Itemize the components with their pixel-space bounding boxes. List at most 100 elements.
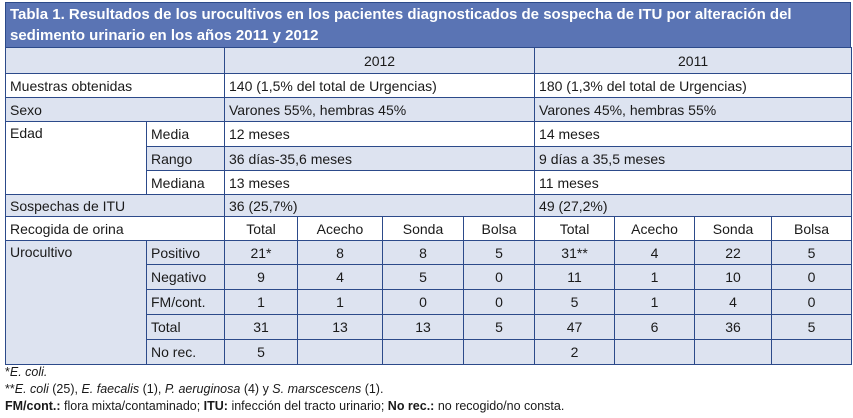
table-row: No rec. 5 2 bbox=[6, 339, 853, 365]
count: (1). bbox=[361, 382, 384, 396]
table-row: FM/cont. 1 1 0 0 5 1 4 0 bbox=[6, 289, 853, 315]
species: P. aeruginosa bbox=[164, 382, 241, 396]
cell bbox=[297, 339, 383, 365]
abbr: ITU: bbox=[203, 399, 228, 413]
footnote-mark: ** bbox=[5, 382, 15, 396]
cell: 4 bbox=[297, 264, 383, 290]
cell: 5 bbox=[771, 240, 853, 265]
cell: 21* bbox=[224, 240, 298, 265]
abbr: FM/cont.: bbox=[5, 399, 61, 413]
cell: 0 bbox=[771, 264, 853, 290]
header-2011: 2011 bbox=[534, 47, 853, 74]
header-empty bbox=[5, 47, 225, 74]
abbr-def: no recogido/no consta. bbox=[434, 399, 565, 413]
header-row: 2012 2011 bbox=[5, 47, 853, 74]
table-row: Sospechas de ITU 36 (25,7%) 49 (27,2%) bbox=[5, 194, 853, 217]
cell: 36 días-35,6 meses bbox=[223, 146, 536, 171]
row-label: Edad bbox=[5, 121, 147, 195]
cell: 31** bbox=[534, 240, 616, 265]
cell: 0 bbox=[771, 289, 853, 315]
cell bbox=[771, 339, 853, 365]
header-2012: 2012 bbox=[223, 47, 536, 74]
cell: 14 meses bbox=[534, 121, 853, 147]
cell: 13 bbox=[382, 314, 464, 340]
cell: Varones 55%, hembras 45% bbox=[223, 97, 536, 122]
cell: 36 (25,7%) bbox=[223, 194, 536, 217]
col-header: Total bbox=[224, 216, 298, 241]
cell: 0 bbox=[462, 289, 536, 315]
sub-label: Media bbox=[146, 121, 225, 147]
sub-label: Positivo bbox=[146, 240, 225, 265]
cell: 8 bbox=[297, 240, 383, 265]
table-row: Edad Media 12 meses 14 meses bbox=[5, 121, 853, 195]
cell: 5 bbox=[771, 314, 853, 340]
cell: 0 bbox=[462, 264, 536, 290]
cell: 180 (1,3% del total de Urgencias) bbox=[534, 73, 853, 98]
cell: 12 meses bbox=[223, 121, 536, 147]
cell: 5 bbox=[224, 339, 298, 365]
count: (4) y bbox=[240, 382, 273, 396]
col-header: Acecho bbox=[614, 216, 696, 241]
col-header: Sonda bbox=[694, 216, 773, 241]
cell: 36 bbox=[694, 314, 773, 340]
cell bbox=[462, 339, 536, 365]
sub-label: Mediana bbox=[146, 170, 225, 195]
cell: 13 meses bbox=[223, 170, 536, 195]
table-row: Negativo 9 4 5 0 11 1 10 0 bbox=[6, 264, 853, 290]
table-row: Mediana 13 meses 11 meses bbox=[6, 170, 853, 195]
cell: 22 bbox=[694, 240, 773, 265]
sub-label: Total bbox=[146, 314, 225, 340]
cell: Varones 45%, hembras 55% bbox=[534, 97, 853, 122]
cell: 1 bbox=[614, 264, 696, 290]
cell: 4 bbox=[694, 289, 773, 315]
cell: 8 bbox=[382, 240, 464, 265]
cell: 11 meses bbox=[534, 170, 853, 195]
species: E. faecalis bbox=[81, 382, 140, 396]
results-table-container: Tabla 1. Resultados de los urocultivos e… bbox=[5, 2, 853, 365]
row-label: Sexo bbox=[5, 97, 225, 122]
row-label: Sospechas de ITU bbox=[5, 194, 225, 217]
cell: 5 bbox=[462, 240, 536, 265]
sub-label: Rango bbox=[146, 146, 225, 171]
cell bbox=[694, 339, 773, 365]
cell: 31 bbox=[224, 314, 298, 340]
footnote-mark: * bbox=[5, 365, 10, 379]
table-row: Sexo Varones 55%, hembras 45% Varones 45… bbox=[5, 97, 853, 122]
sub-label: FM/cont. bbox=[146, 289, 225, 315]
species: E. coli bbox=[14, 382, 49, 396]
cell: 6 bbox=[614, 314, 696, 340]
cell: 140 (1,5% del total de Urgencias) bbox=[223, 73, 536, 98]
abbr-def: infección del tracto urinario; bbox=[227, 399, 388, 413]
cell: 1 bbox=[297, 289, 383, 315]
sub-label: Negativo bbox=[146, 264, 225, 290]
sub-label: No rec. bbox=[146, 339, 225, 365]
cell bbox=[614, 339, 696, 365]
count: (1), bbox=[139, 382, 165, 396]
abbr: No rec.: bbox=[387, 399, 435, 413]
results-table: 2012 2011 Muestras obtenidas 140 (1,5% d… bbox=[5, 47, 853, 365]
abbr-def: flora mixta/contaminado; bbox=[60, 399, 204, 413]
cell: 5 bbox=[462, 314, 536, 340]
cell: 9 días a 35,5 meses bbox=[534, 146, 853, 171]
cell: 4 bbox=[614, 240, 696, 265]
cell: 49 (27,2%) bbox=[534, 194, 853, 217]
cell: 0 bbox=[382, 289, 464, 315]
urocultivo-body: Urocultivo Positivo 21* 8 8 5 31** 4 22 5 Negativo… bbox=[5, 240, 853, 365]
col-header: Bolsa bbox=[462, 216, 536, 241]
table-row: Recogida de orina Total Acecho Sonda Bol… bbox=[5, 216, 853, 241]
footnote-text: E. coli. bbox=[9, 365, 48, 379]
col-header: Total bbox=[534, 216, 616, 241]
table-row: Urocultivo Positivo 21* 8 8 5 31** 4 22 5 bbox=[5, 240, 853, 365]
cell: 10 bbox=[694, 264, 773, 290]
count: (25), bbox=[48, 382, 82, 396]
table-title: Tabla 1. Resultados de los urocultivos e… bbox=[5, 2, 851, 47]
cell: 1 bbox=[224, 289, 298, 315]
footnotes: *E. coli. **E. coli (25), E. faecalis (1… bbox=[5, 364, 564, 415]
species: S. marscescens bbox=[272, 382, 362, 396]
cell: 47 bbox=[534, 314, 616, 340]
row-label: Muestras obtenidas bbox=[5, 73, 225, 98]
col-header: Sonda bbox=[382, 216, 464, 241]
cell: 1 bbox=[614, 289, 696, 315]
table-row: Total 31 13 13 5 47 6 36 5 bbox=[6, 314, 853, 340]
footnote-abbreviations: FM/cont.: flora mixta/contaminado; ITU: … bbox=[5, 398, 564, 415]
